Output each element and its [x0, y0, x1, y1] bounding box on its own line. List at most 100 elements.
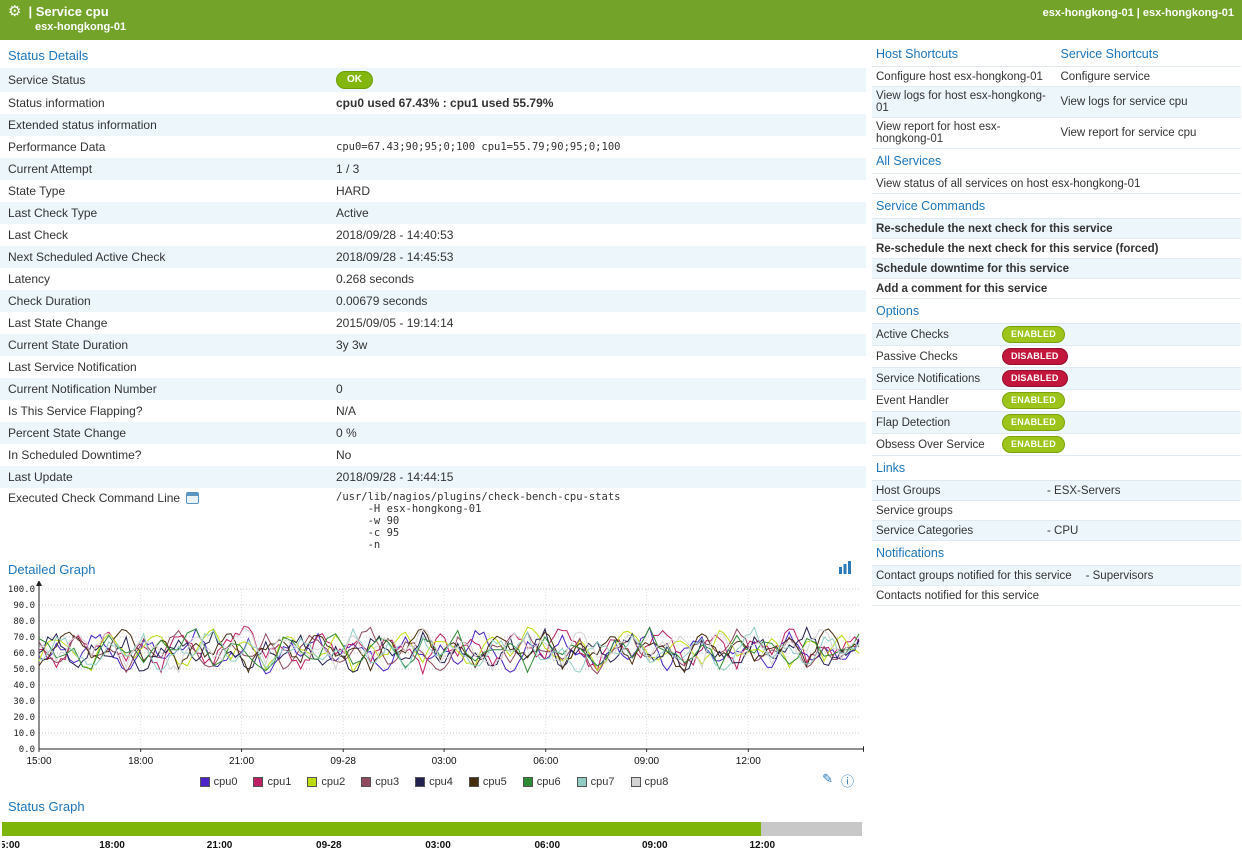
- row-label: Executed Check Command Line: [0, 488, 332, 508]
- service-shortcut-link[interactable]: View report for service cpu: [1057, 124, 1242, 142]
- option-state-badge[interactable]: DISABLED: [1002, 370, 1068, 387]
- status-details-heading: Status Details: [0, 40, 866, 68]
- table-row: Obsess Over ServiceENABLED: [872, 434, 1241, 456]
- command-line: -H esx-hongkong-01: [336, 503, 862, 515]
- host-shortcut-link[interactable]: View logs for host esx-hongkong-01: [872, 87, 1057, 117]
- option-state-badge[interactable]: ENABLED: [1002, 326, 1065, 343]
- svg-text:80.0: 80.0: [13, 617, 35, 627]
- host-shortcut-link[interactable]: Configure host esx-hongkong-01: [872, 68, 1057, 86]
- info-icon[interactable]: ⓘ: [841, 771, 854, 790]
- service-shortcut-link[interactable]: View logs for service cpu: [1057, 93, 1242, 111]
- row-label: Check Duration: [0, 291, 332, 311]
- status-graph-bar[interactable]: [2, 822, 862, 836]
- legend-item: cpu1: [253, 776, 291, 788]
- header-hostname-link[interactable]: esx-hongkong-01: [35, 21, 1234, 33]
- header: ⚙ | Service cpu esx-hongkong-01 esx-hong…: [0, 0, 1242, 40]
- command-line: -n: [336, 539, 862, 551]
- link-value[interactable]: - ESX-Servers: [1047, 485, 1121, 497]
- row-value: No: [332, 445, 866, 465]
- bar-chart-icon[interactable]: [838, 561, 852, 574]
- legend-label: cpu7: [591, 776, 615, 788]
- graph-tools: ✎ ⓘ: [822, 771, 854, 790]
- legend-swatch: [307, 777, 317, 787]
- right-panel: Host Shortcuts Service Shortcuts Configu…: [866, 40, 1242, 853]
- notification-label: Contacts notified for this service: [876, 590, 1039, 602]
- svg-text:0.0: 0.0: [19, 745, 35, 755]
- row-value: /usr/lib/nagios/plugins/check-bench-cpu-…: [332, 488, 866, 554]
- service-command-link[interactable]: Re-schedule the next check for this serv…: [872, 239, 1241, 259]
- row-label: Current Attempt: [0, 159, 332, 179]
- row-label: Performance Data: [0, 137, 332, 157]
- option-state-badge[interactable]: ENABLED: [1002, 392, 1065, 409]
- legend-swatch: [253, 777, 263, 787]
- row-value: 2018/09/28 - 14:45:53: [332, 247, 866, 267]
- detailed-graph-plot: 0.010.020.030.040.050.060.070.080.090.01…: [2, 581, 866, 772]
- status-graph-bar-ok[interactable]: [2, 822, 761, 836]
- row-value: 3y 3w: [332, 335, 866, 355]
- table-row: Contact groups notified for this service…: [872, 566, 1241, 586]
- breadcrumb-host-service[interactable]: esx-hongkong-01 | esx-hongkong-01: [1043, 7, 1234, 19]
- row-label: Current State Duration: [0, 335, 332, 355]
- svg-text:06:00: 06:00: [533, 756, 558, 767]
- row-label: Status information: [0, 93, 332, 113]
- notifications-table: Contact groups notified for this service…: [872, 565, 1241, 606]
- status-graph-tick-label: 06:00: [534, 840, 560, 851]
- legend-item: cpu0: [200, 776, 238, 788]
- detailed-graph-header: Detailed Graph: [0, 554, 866, 581]
- row-label: Last Update: [0, 467, 332, 487]
- row-value: [332, 364, 866, 370]
- legend-label: cpu0: [214, 776, 238, 788]
- left-column: Status Details Service StatusOKStatus in…: [0, 40, 866, 853]
- host-shortcuts-heading: Host Shortcuts: [872, 42, 1057, 66]
- svg-text:100.0: 100.0: [8, 585, 35, 595]
- command-line: -c 95: [336, 527, 862, 539]
- all-services-link[interactable]: View status of all services on host esx-…: [872, 174, 1241, 194]
- service-command-link[interactable]: Schedule downtime for this service: [872, 259, 1241, 279]
- legend-label: cpu4: [429, 776, 453, 788]
- options-heading: Options: [872, 299, 1241, 323]
- table-row: Service Categories- CPU: [872, 521, 1241, 541]
- edit-graph-icon[interactable]: ✎: [822, 771, 833, 790]
- table-row: Latency0.268 seconds: [0, 268, 866, 290]
- row-value: OK: [332, 68, 866, 92]
- service-command-link[interactable]: Re-schedule the next check for this serv…: [872, 219, 1241, 239]
- table-row: Is This Service Flapping?N/A: [0, 400, 866, 422]
- notification-value[interactable]: - Supervisors: [1086, 570, 1154, 582]
- legend-label: cpu8: [645, 776, 669, 788]
- row-value: HARD: [332, 181, 866, 201]
- row-label: Current Notification Number: [0, 379, 332, 399]
- legend-item: cpu6: [523, 776, 561, 788]
- svg-text:09:00: 09:00: [634, 756, 659, 767]
- option-state-badge[interactable]: DISABLED: [1002, 348, 1068, 365]
- service-command-link[interactable]: Add a comment for this service: [872, 279, 1241, 299]
- row-label: Last Service Notification: [0, 357, 332, 377]
- notifications-heading: Notifications: [872, 541, 1241, 565]
- status-graph-tick-label: 09-28: [316, 840, 342, 851]
- row-value: 2015/09/05 - 19:14:14: [332, 313, 866, 333]
- status-graph-bar-empty[interactable]: [761, 822, 862, 836]
- shortcuts-table: Configure host esx-hongkong-01Configure …: [872, 66, 1241, 149]
- option-state-badge[interactable]: ENABLED: [1002, 436, 1065, 453]
- svg-text:10.0: 10.0: [13, 729, 35, 739]
- option-state-badge[interactable]: ENABLED: [1002, 414, 1065, 431]
- legend-label: cpu6: [537, 776, 561, 788]
- legend-item: cpu3: [361, 776, 399, 788]
- status-graph-axis: 15:0018:0021:0009-2803:0006:0009:0012:00: [2, 836, 862, 853]
- table-row: View report for host esx-hongkong-01View…: [872, 118, 1241, 149]
- status-graph-tick-label: 21:00: [207, 840, 233, 851]
- host-shortcut-link[interactable]: View report for host esx-hongkong-01: [872, 118, 1057, 148]
- link-value[interactable]: - CPU: [1047, 525, 1078, 537]
- svg-text:30.0: 30.0: [13, 697, 35, 707]
- row-value: 2018/09/28 - 14:44:15: [332, 467, 866, 487]
- gear-icon[interactable]: ⚙: [8, 4, 21, 19]
- command-line: /usr/lib/nagios/plugins/check-bench-cpu-…: [336, 491, 862, 503]
- status-graph-tick-label: 15:00: [2, 840, 20, 851]
- row-value: cpu0=67.43;90;95;0;100 cpu1=55.79;90;95;…: [332, 138, 866, 156]
- table-row: State TypeHARD: [0, 180, 866, 202]
- service-shortcut-link[interactable]: Configure service: [1057, 68, 1242, 86]
- legend-label: cpu5: [483, 776, 507, 788]
- row-value: 0.00679 seconds: [332, 291, 866, 311]
- command-window-icon[interactable]: [186, 492, 199, 504]
- legend-item: cpu5: [469, 776, 507, 788]
- detailed-graph: 0.010.020.030.040.050.060.070.080.090.01…: [0, 581, 866, 791]
